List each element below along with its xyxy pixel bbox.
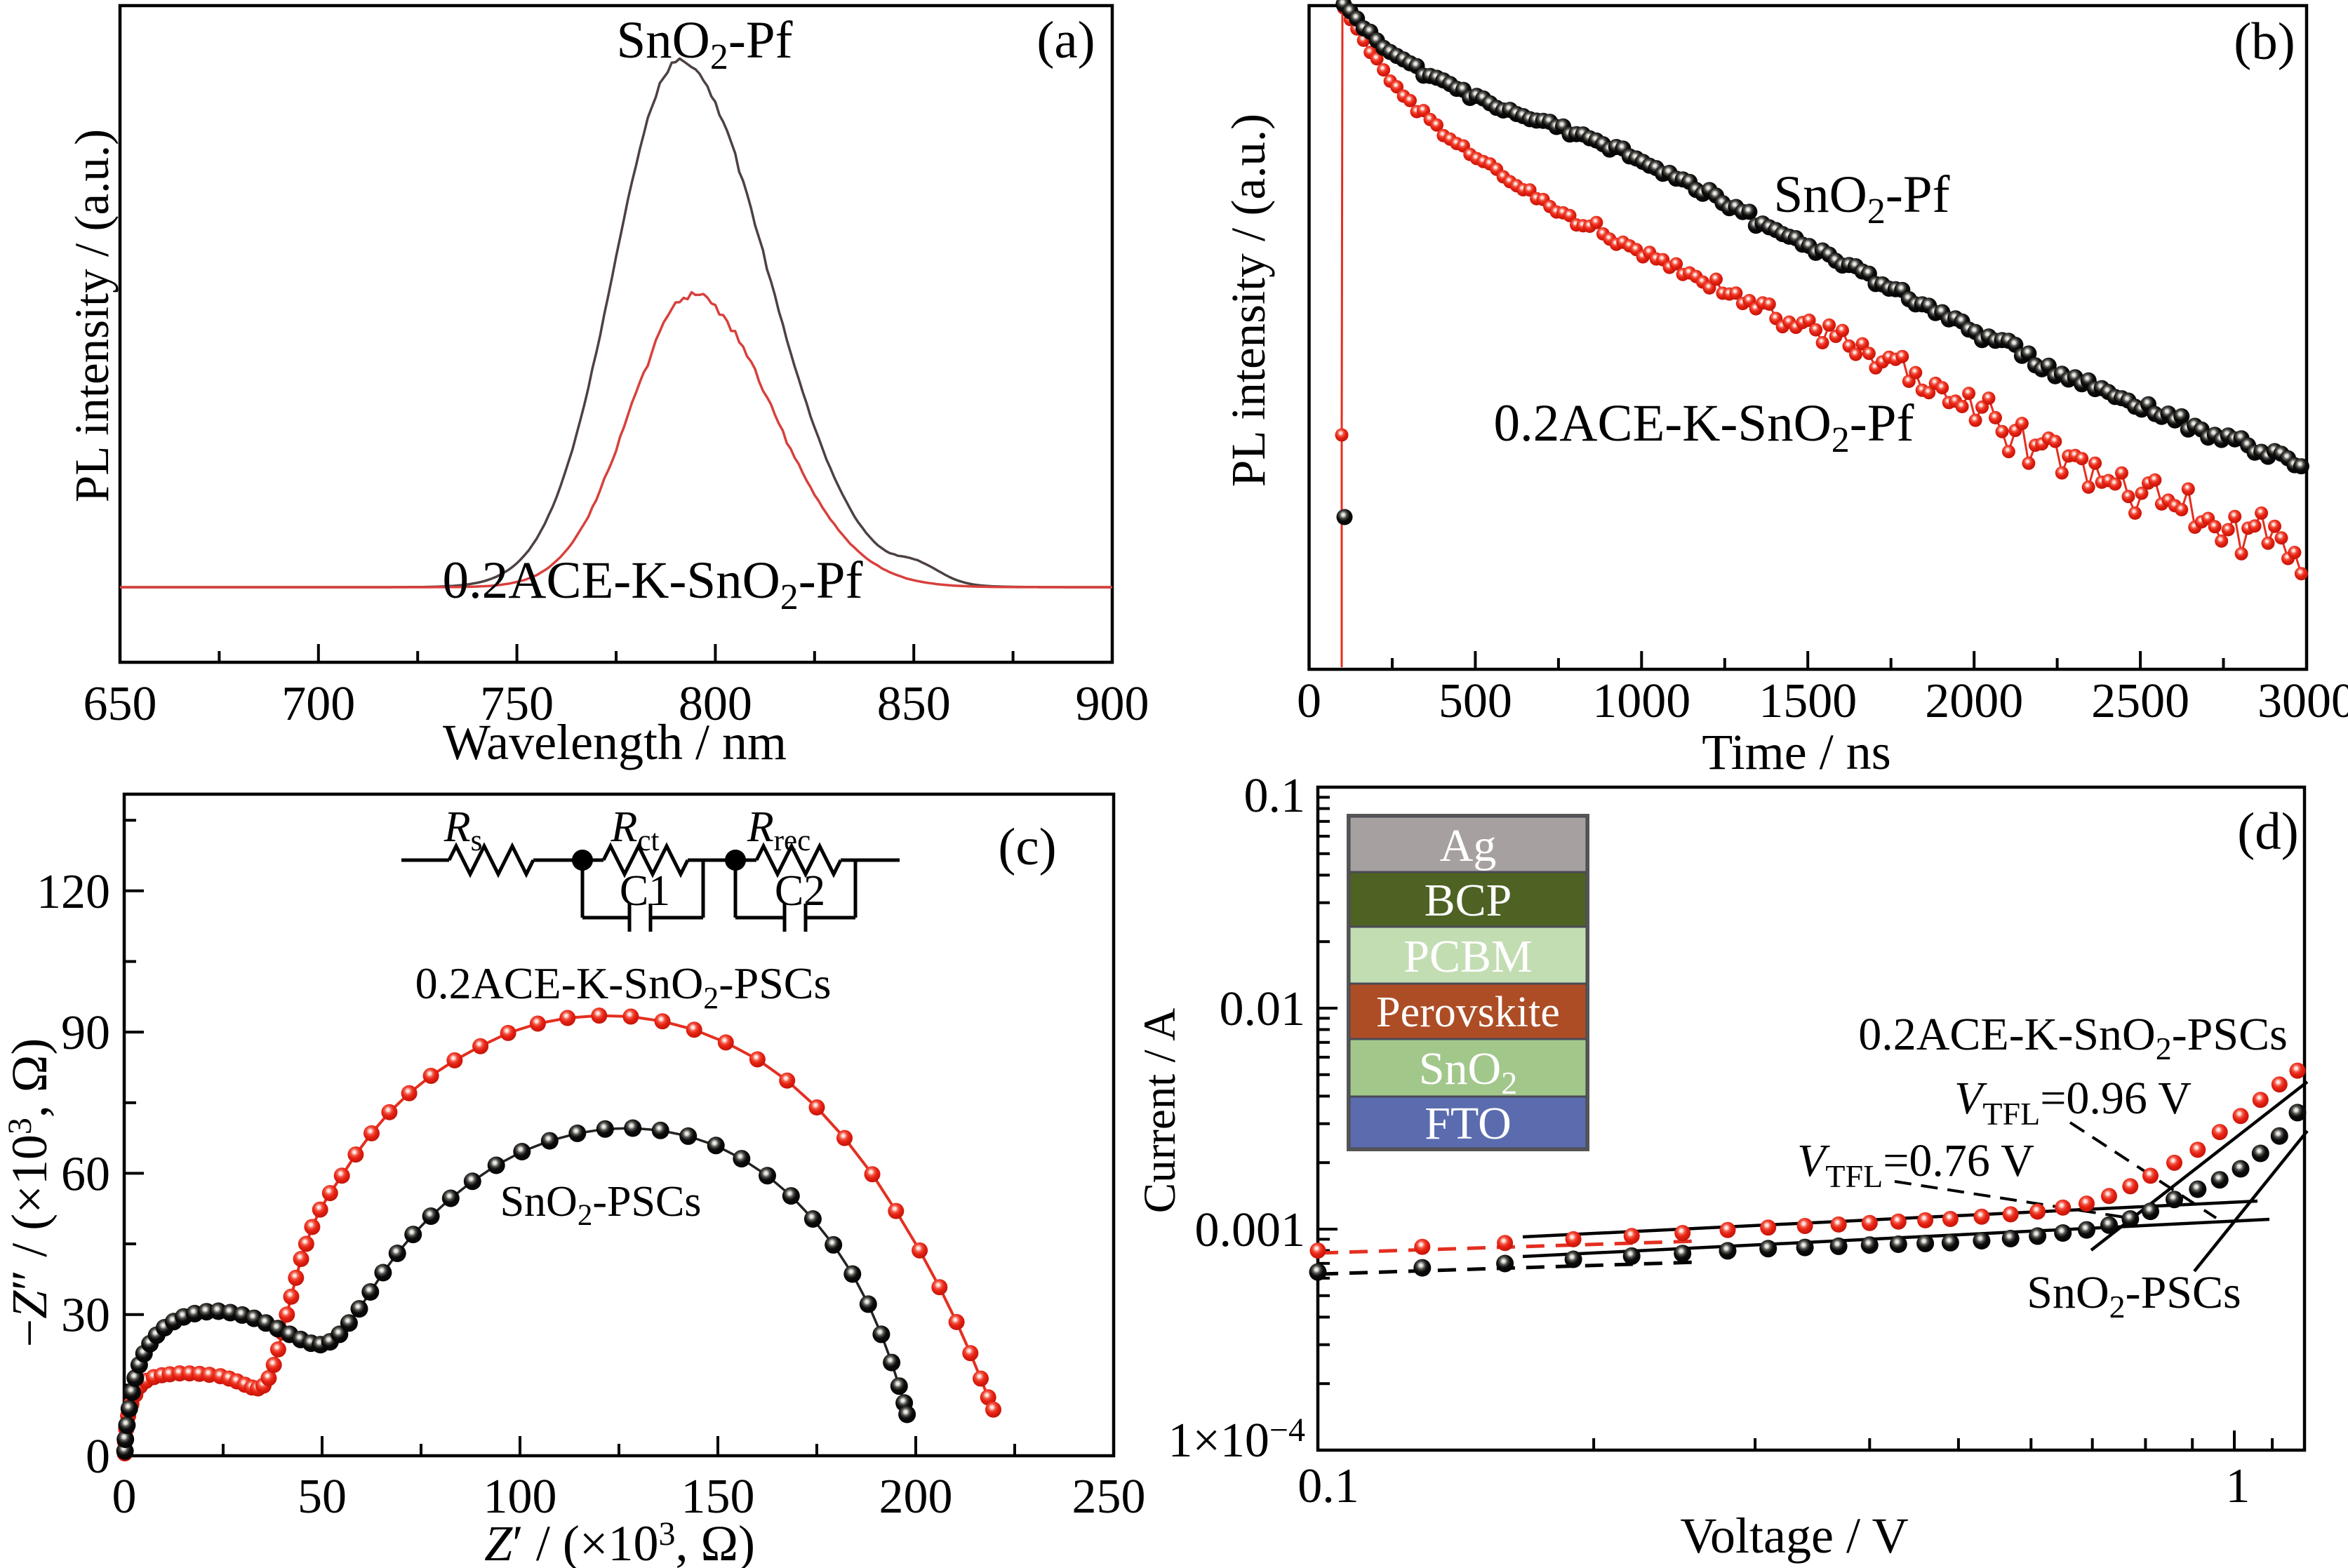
svg-text:50: 50 xyxy=(298,1470,347,1524)
svg-text:0.001: 0.001 xyxy=(1195,1203,1306,1257)
svg-text:1: 1 xyxy=(2226,1459,2250,1513)
svg-text:PL intensity / (a.u.): PL intensity / (a.u.) xyxy=(65,129,119,502)
svg-text:150: 150 xyxy=(681,1470,755,1524)
svg-text:2000: 2000 xyxy=(1925,674,2023,728)
svg-text:0: 0 xyxy=(1297,674,1321,728)
svg-text:120: 120 xyxy=(36,865,110,919)
svg-text:700: 700 xyxy=(281,677,355,731)
svg-text:C2: C2 xyxy=(775,867,825,915)
svg-text:0.2ACE-K-SnO2​-PSCs: 0.2ACE-K-SnO2​-PSCs xyxy=(1858,1009,2288,1066)
svg-text:30: 30 xyxy=(61,1289,110,1343)
svg-text:0: 0 xyxy=(86,1430,110,1484)
svg-text:C1: C1 xyxy=(620,867,670,915)
svg-text:Ag: Ag xyxy=(1440,820,1497,871)
svg-text:SnO2​-Pf: SnO2​-Pf xyxy=(1773,166,1949,232)
svg-text:0.1: 0.1 xyxy=(1298,1459,1359,1513)
svg-text:250: 250 xyxy=(1072,1470,1146,1524)
svg-text:FTO: FTO xyxy=(1425,1098,1512,1149)
svg-text:500: 500 xyxy=(1439,674,1512,728)
svg-text:Rct​: Rct​ xyxy=(611,803,660,857)
svg-text:1000: 1000 xyxy=(1592,674,1690,728)
svg-text:850: 850 xyxy=(877,677,951,731)
svg-text:PL intensity / (a.u.): PL intensity / (a.u.) xyxy=(1222,114,1275,487)
svg-text:(b): (b) xyxy=(2234,13,2295,71)
svg-text:Rs​: Rs​ xyxy=(443,803,483,857)
svg-text:0.1: 0.1 xyxy=(1244,769,1306,823)
svg-text:(d): (d) xyxy=(2237,803,2298,861)
svg-text:1500: 1500 xyxy=(1759,674,1857,728)
svg-text:Wavelength / nm: Wavelength / nm xyxy=(443,714,787,770)
svg-text:0.2ACE-K-SnO2​-Pf: 0.2ACE-K-SnO2​-Pf xyxy=(1494,394,1914,460)
svg-text:200: 200 xyxy=(879,1470,953,1524)
svg-text:0.2ACE-K-SnO2​-PSCs: 0.2ACE-K-SnO2​-PSCs xyxy=(415,958,832,1015)
svg-text:SnO2​-Pf: SnO2​-Pf xyxy=(616,11,792,77)
svg-text:Z′ / (×103​, Ω): Z′ / (×103​, Ω) xyxy=(484,1515,755,1568)
svg-text:SnO2​-PSCs: SnO2​-PSCs xyxy=(2027,1267,2241,1325)
svg-text:90: 90 xyxy=(61,1006,110,1060)
svg-text:3000: 3000 xyxy=(2257,674,2348,728)
svg-text:750: 750 xyxy=(480,677,554,731)
svg-text:Voltage / V: Voltage / V xyxy=(1680,1508,1908,1564)
svg-text:60: 60 xyxy=(61,1147,110,1201)
svg-text:100: 100 xyxy=(483,1470,557,1524)
svg-text:800: 800 xyxy=(679,677,752,731)
svg-text:SnO2​: SnO2​ xyxy=(1419,1043,1517,1101)
svg-text:VTFL​=0.76 V: VTFL​=0.76 V xyxy=(1797,1135,2034,1194)
svg-text:0.01: 0.01 xyxy=(1220,982,1306,1036)
svg-text:(a): (a) xyxy=(1036,11,1095,69)
svg-text:PCBM: PCBM xyxy=(1403,931,1532,982)
svg-text:650: 650 xyxy=(84,677,157,731)
svg-text:SnO2​-PSCs: SnO2​-PSCs xyxy=(500,1178,702,1232)
svg-text:900: 900 xyxy=(1076,677,1149,731)
svg-text:Time / ns: Time / ns xyxy=(1702,724,1890,780)
svg-text:0: 0 xyxy=(112,1470,137,1524)
svg-text:Current / A: Current / A xyxy=(1135,1008,1185,1214)
svg-text:BCP: BCP xyxy=(1425,875,1512,926)
svg-text:−Z″ / (×103​, Ω): −Z″ / (×103​, Ω) xyxy=(1,1038,58,1348)
svg-text:2500: 2500 xyxy=(2091,674,2189,728)
svg-text:0.2ACE-K-SnO2​-Pf: 0.2ACE-K-SnO2​-Pf xyxy=(443,551,863,617)
svg-text:Perovskite: Perovskite xyxy=(1376,989,1560,1036)
svg-text:(c): (c) xyxy=(998,818,1056,876)
svg-text:Rrec​: Rrec​ xyxy=(747,803,811,857)
